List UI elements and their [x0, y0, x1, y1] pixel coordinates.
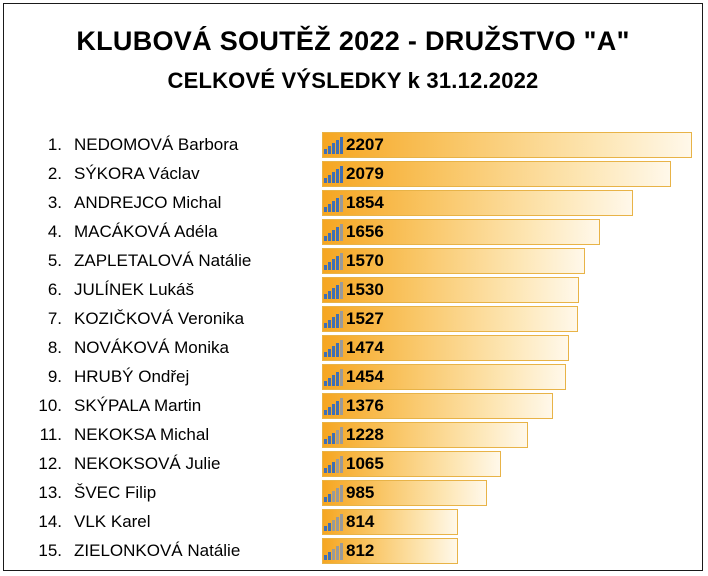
chart-frame: KLUBOVÁ SOUTĚŽ 2022 - DRUŽSTVO "A" CELKO… — [3, 3, 703, 571]
signal-bars-icon — [323, 223, 343, 241]
score-value-label: 2079 — [346, 164, 384, 183]
score-value-label: 1228 — [346, 425, 384, 444]
ranking-row: 13. ŠVEC Filip 985 — [4, 480, 702, 506]
signal-bars-icon — [323, 165, 343, 183]
rank-number: 10. — [38, 396, 62, 415]
rank-number: 13. — [38, 483, 62, 502]
ranking-row: 11. NEKOKSA Michal 1228 — [4, 422, 702, 448]
signal-bars-icon — [323, 136, 343, 154]
score-value-label: 814 — [346, 512, 375, 531]
player-name: MACÁKOVÁ Adéla — [74, 222, 218, 241]
signal-bars-icon — [323, 339, 343, 357]
player-name: SKÝPALA Martin — [74, 396, 202, 415]
score-bar — [322, 190, 633, 216]
ranking-row: 12. NEKOKSOVÁ Julie 1065 — [4, 451, 702, 477]
score-bar — [322, 480, 487, 506]
rank-number: 14. — [38, 512, 62, 531]
score-value-label: 1454 — [346, 367, 384, 386]
score-value-label: 1527 — [346, 309, 384, 328]
chart-subtitle: CELKOVÉ VÝSLEDKY k 31.12.2022 — [167, 68, 539, 93]
rank-number: 5. — [47, 251, 62, 270]
score-bar — [322, 538, 458, 564]
rank-number: 9. — [47, 367, 62, 386]
player-name: ZIELONKOVÁ Natálie — [74, 541, 241, 560]
signal-bars-icon — [323, 484, 343, 502]
ranking-row: 15. ZIELONKOVÁ Natálie 812 — [4, 538, 702, 564]
score-value-label: 2207 — [346, 135, 384, 154]
score-value-label: 812 — [346, 541, 375, 560]
rank-number: 15. — [38, 541, 62, 560]
ranking-row: 3. ANDREJCO Michal 1854 — [4, 190, 702, 216]
score-bar — [322, 451, 501, 477]
player-name: ŠVEC Filip — [74, 483, 157, 502]
score-bar — [322, 364, 566, 390]
player-name: NEDOMOVÁ Barbora — [74, 135, 239, 154]
score-value-label: 1376 — [346, 396, 384, 415]
signal-bars-icon — [323, 397, 343, 415]
ranking-row: 1. NEDOMOVÁ Barbora 2207 — [4, 132, 702, 158]
player-name: KOZIČKOVÁ Veronika — [74, 309, 245, 328]
score-value-label: 1474 — [346, 338, 384, 357]
signal-bars-icon — [323, 310, 343, 328]
ranking-row: 6. JULÍNEK Lukáš 1530 — [4, 277, 702, 303]
rank-number: 7. — [47, 309, 62, 328]
ranking-row: 8. NOVÁKOVÁ Monika 1474 — [4, 335, 702, 361]
rank-number: 11. — [39, 425, 62, 444]
score-bar — [322, 277, 579, 303]
ranking-row: 9. HRUBÝ Ondřej 1454 — [4, 364, 702, 390]
ranking-row: 2. SÝKORA Václav 2079 — [4, 161, 702, 187]
score-bar — [322, 219, 600, 245]
rank-number: 4. — [47, 222, 62, 241]
score-value-label: 1065 — [346, 454, 384, 473]
player-name: SÝKORA Václav — [74, 164, 200, 183]
rank-number: 6. — [47, 280, 62, 299]
score-bar — [322, 248, 585, 274]
score-bar — [322, 393, 553, 419]
signal-bars-icon — [323, 455, 343, 473]
signal-bars-icon — [323, 252, 343, 270]
rank-number: 1. — [47, 135, 62, 154]
score-bar — [322, 335, 569, 361]
ranking-row: 5. ZAPLETALOVÁ Natálie 1570 — [4, 248, 702, 274]
rank-number: 3. — [47, 193, 62, 212]
rank-number: 2. — [47, 164, 62, 183]
ranking-row: 4. MACÁKOVÁ Adéla 1656 — [4, 219, 702, 245]
signal-bars-icon — [323, 281, 343, 299]
signal-bars-icon — [323, 542, 343, 560]
player-name: NEKOKSA Michal — [74, 425, 210, 444]
score-value-label: 1570 — [346, 251, 384, 270]
score-bar — [322, 509, 458, 535]
player-name: ANDREJCO Michal — [74, 193, 222, 212]
rank-number: 12. — [38, 454, 62, 473]
rank-number: 8. — [47, 338, 62, 357]
score-value-label: 1530 — [346, 280, 384, 299]
score-bar — [322, 161, 671, 187]
player-name: HRUBÝ Ondřej — [74, 367, 190, 386]
ranking-row: 14. VLK Karel 814 — [4, 509, 702, 535]
player-name: JULÍNEK Lukáš — [74, 280, 194, 299]
score-bar — [322, 132, 692, 158]
signal-bars-icon — [323, 426, 343, 444]
signal-bars-icon — [323, 513, 343, 531]
score-value-label: 985 — [346, 483, 375, 502]
ranking-row: 10. SKÝPALA Martin 1376 — [4, 393, 702, 419]
player-name: ZAPLETALOVÁ Natálie — [74, 251, 252, 270]
score-bar — [322, 306, 578, 332]
player-name: VLK Karel — [74, 512, 151, 531]
score-value-label: 1854 — [346, 193, 384, 212]
player-name: NEKOKSOVÁ Julie — [74, 454, 221, 473]
signal-bars-icon — [323, 368, 343, 386]
player-name: NOVÁKOVÁ Monika — [74, 338, 229, 357]
chart-title: KLUBOVÁ SOUTĚŽ 2022 - DRUŽSTVO "A" — [76, 26, 630, 56]
signal-bars-icon — [323, 194, 343, 212]
score-bar — [322, 422, 528, 448]
score-value-label: 1656 — [346, 222, 384, 241]
ranking-row: 7. KOZIČKOVÁ Veronika 1527 — [4, 306, 702, 332]
